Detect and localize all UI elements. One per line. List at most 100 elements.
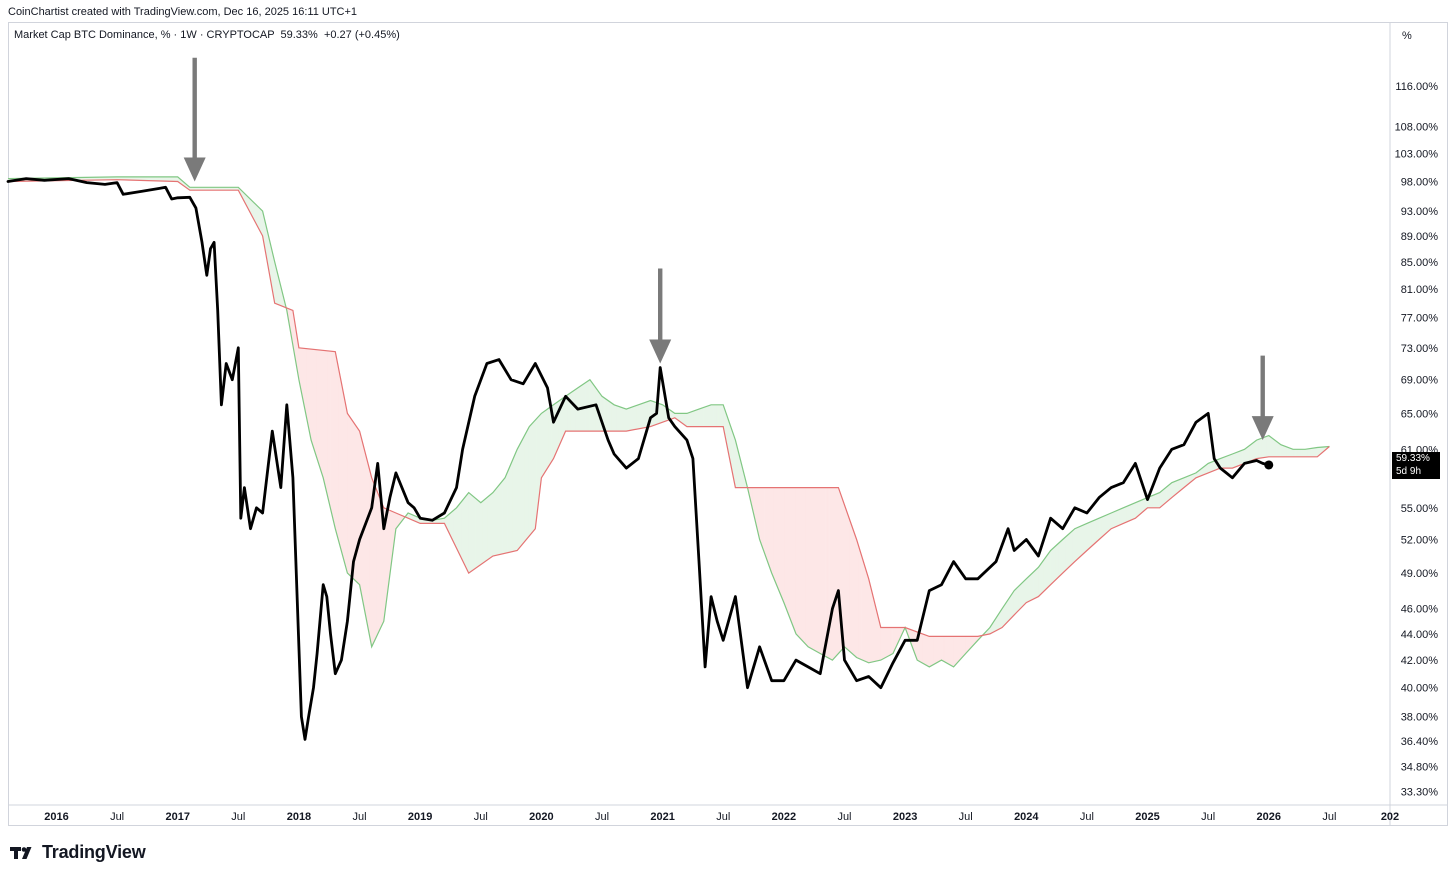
cloud-bearish-slice xyxy=(327,350,331,508)
cloud-bullish-slice xyxy=(1152,494,1156,509)
x-tick-label: 2020 xyxy=(529,811,553,823)
price-line xyxy=(6,177,1271,741)
cloud-bullish-slice xyxy=(572,389,576,432)
cloud-bullish-slice xyxy=(1040,559,1044,595)
cloud-bearish-slice xyxy=(310,348,314,448)
cloud-bullish-slice xyxy=(1018,582,1022,611)
x-tick-label: 2017 xyxy=(165,811,189,823)
cloud-bearish-slice xyxy=(785,487,790,616)
cloud-bullish-slice xyxy=(1249,443,1253,462)
cloud-bearish-slice xyxy=(339,375,343,555)
cloud-bullish-slice xyxy=(1081,524,1085,556)
cloud-bearish-slice xyxy=(790,487,794,628)
y-tick-label: 81.00% xyxy=(1401,284,1439,296)
cloud-bullish-slice xyxy=(703,406,707,427)
y-tick-label: 42.00% xyxy=(1401,655,1439,667)
cloud-bearish-slice xyxy=(858,547,862,661)
cloud-bullish-slice xyxy=(708,404,712,427)
last-price-badge: 59.33% 5d 9h xyxy=(1392,452,1440,479)
cloud-bullish-slice xyxy=(1268,434,1272,458)
ichimoku-cloud xyxy=(7,176,1331,668)
cloud-bullish-slice xyxy=(623,407,627,432)
bar-countdown: 5d 9h xyxy=(1396,466,1422,477)
cloud-bearish-slice xyxy=(337,363,341,547)
cloud-bullish-slice xyxy=(691,410,695,427)
cloud-bullish-slice xyxy=(1297,449,1301,458)
x-tick-label: 2016 xyxy=(44,811,68,823)
cloud-bullish-slice xyxy=(1236,450,1240,467)
y-tick-label: 65.00% xyxy=(1401,408,1439,420)
cloud-bearish-slice xyxy=(793,487,797,634)
cloud-bearish-slice xyxy=(359,430,363,597)
cloud-bearish-slice xyxy=(812,487,816,652)
cloud-bearish-slice xyxy=(798,487,802,640)
cloud-bearish-slice xyxy=(950,636,954,668)
cloud-bullish-slice xyxy=(519,439,523,549)
leading-span-a-line xyxy=(7,176,1330,668)
cloud-bullish-slice xyxy=(693,409,697,427)
y-tick-label: 116.00% xyxy=(1395,81,1438,93)
symbol-legend[interactable]: Market Cap BTC Dominance, % · 1W · CRYPT… xyxy=(14,29,400,41)
cloud-bullish-slice xyxy=(635,404,639,430)
cloud-bearish-slice xyxy=(856,539,860,659)
cloud-bullish-slice xyxy=(1261,436,1265,459)
cloud-bearish-slice xyxy=(325,350,329,498)
cloud-bullish-slice xyxy=(165,176,169,182)
cloud-bullish-slice xyxy=(633,405,637,431)
cloud-bearish-slice xyxy=(946,636,950,665)
cloud-bullish-slice xyxy=(1130,503,1134,521)
x-tick-label: 2026 xyxy=(1257,811,1281,823)
cloud-bullish-slice xyxy=(1304,448,1308,458)
y-tick-label: 108.00% xyxy=(1395,122,1439,134)
cloud-bullish-slice xyxy=(1164,485,1168,505)
price-scale-unit[interactable]: % xyxy=(1402,30,1412,42)
cloud-bullish-slice xyxy=(490,491,494,559)
cloud-bullish-slice xyxy=(1098,516,1102,541)
cloud-bullish-slice xyxy=(463,494,467,569)
cloud-bullish-slice xyxy=(1059,538,1063,577)
cloud-bullish-slice xyxy=(1062,536,1066,574)
cloud-bearish-slice xyxy=(356,426,360,586)
leading-span-b-line xyxy=(7,179,1330,637)
y-tick-label: 93.00% xyxy=(1401,206,1439,218)
cloud-bullish-slice xyxy=(1093,518,1097,545)
cloud-bearish-slice xyxy=(931,636,935,667)
cloud-bearish-slice xyxy=(788,487,792,622)
cloud-bearish-slice xyxy=(938,636,942,662)
cloud-bullish-slice xyxy=(1285,446,1289,458)
cloud-bearish-slice xyxy=(778,487,782,597)
cloud-bearish-slice xyxy=(781,487,785,603)
cloud-bullish-slice xyxy=(696,408,700,427)
cloud-bearish-slice xyxy=(776,487,780,591)
cloud-bullish-slice xyxy=(167,176,171,182)
cloud-bullish-slice xyxy=(1280,444,1284,458)
cloud-bearish-slice xyxy=(347,412,351,577)
cloud-bullish-slice xyxy=(686,412,690,427)
cloud-bullish-slice xyxy=(1091,519,1095,547)
cloud-bearish-slice xyxy=(941,636,945,662)
cloud-bullish-slice xyxy=(659,403,663,424)
cloud-bearish-slice xyxy=(948,636,952,667)
cloud-bullish-slice xyxy=(482,497,486,564)
cloud-bearish-slice xyxy=(368,468,372,647)
cloud-bullish-slice xyxy=(480,500,484,566)
cloud-bearish-slice xyxy=(929,636,933,668)
cloud-bullish-slice xyxy=(1302,449,1306,458)
cloud-bullish-slice xyxy=(468,491,472,574)
cloud-bullish-slice xyxy=(1161,487,1165,507)
cloud-bullish-slice xyxy=(526,426,530,540)
cloud-bullish-slice xyxy=(1064,534,1068,572)
cloud-bullish-slice xyxy=(1295,449,1299,458)
cloud-bullish-slice xyxy=(718,404,722,427)
cloud-bullish-slice xyxy=(618,406,622,432)
cloud-bullish-slice xyxy=(628,406,632,431)
cloud-bearish-slice xyxy=(955,636,959,665)
cloud-bullish-slice xyxy=(174,176,179,182)
cloud-bullish-slice xyxy=(1110,511,1114,530)
tradingview-brand[interactable]: TradingView xyxy=(10,842,146,863)
cloud-bullish-slice xyxy=(1229,453,1233,469)
cloud-bullish-slice xyxy=(1047,549,1051,588)
cloud-bullish-slice xyxy=(1021,580,1025,609)
cloud-bearish-slice xyxy=(364,449,368,622)
